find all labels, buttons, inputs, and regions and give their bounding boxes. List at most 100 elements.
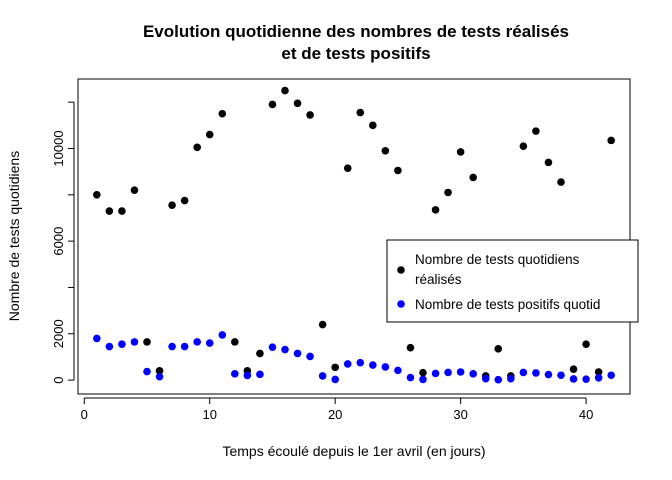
point-tests-positifs bbox=[557, 371, 565, 380]
point-tests-realises bbox=[557, 178, 565, 186]
point-tests-positifs bbox=[231, 370, 239, 378]
point-tests-realises bbox=[155, 367, 164, 375]
point-tests-realises bbox=[381, 147, 390, 155]
point-tests-realises bbox=[331, 363, 339, 372]
x-tick-label: 0 bbox=[81, 407, 88, 422]
point-tests-realises bbox=[394, 166, 402, 175]
point-tests-realises bbox=[419, 368, 427, 377]
point-tests-positifs bbox=[218, 331, 227, 339]
legend-label: Nombre de tests quotidiens bbox=[415, 252, 580, 267]
point-tests-positifs bbox=[381, 363, 390, 371]
point-tests-realises bbox=[406, 343, 415, 352]
y-tick-label: 10000 bbox=[51, 130, 66, 166]
x-tick-label: 40 bbox=[579, 407, 593, 422]
point-tests-realises bbox=[218, 109, 227, 118]
point-tests-realises bbox=[594, 368, 603, 376]
point-tests-positifs bbox=[444, 368, 452, 377]
point-tests-realises bbox=[469, 173, 477, 182]
point-tests-positifs bbox=[607, 371, 615, 380]
point-tests-positifs bbox=[569, 375, 578, 383]
point-tests-positifs bbox=[205, 339, 214, 347]
point-tests-positifs bbox=[494, 375, 503, 384]
point-tests-realises bbox=[205, 130, 214, 139]
point-tests-realises bbox=[93, 191, 101, 199]
point-tests-realises bbox=[369, 121, 377, 130]
point-tests-realises bbox=[431, 206, 440, 214]
point-tests-positifs bbox=[143, 367, 151, 376]
point-tests-positifs bbox=[544, 370, 553, 379]
point-tests-positifs bbox=[93, 334, 101, 343]
point-tests-realises bbox=[130, 186, 139, 194]
x-axis-label: Temps écoulé depuis le 1er avril (en jou… bbox=[222, 443, 485, 459]
point-tests-positifs bbox=[343, 360, 352, 368]
point-tests-positifs bbox=[469, 370, 477, 378]
point-tests-realises bbox=[456, 148, 465, 156]
point-tests-positifs bbox=[130, 338, 139, 346]
point-tests-realises bbox=[544, 158, 553, 167]
point-tests-positifs bbox=[331, 375, 339, 384]
plot-frame bbox=[77, 78, 631, 395]
point-tests-positifs bbox=[318, 372, 327, 380]
point-tests-realises bbox=[582, 340, 590, 349]
point-tests-positifs bbox=[155, 372, 164, 381]
point-tests-realises bbox=[494, 345, 503, 353]
x-tick-label: 30 bbox=[453, 407, 467, 422]
point-tests-realises bbox=[306, 111, 314, 119]
point-tests-positifs bbox=[281, 345, 289, 354]
point-tests-positifs bbox=[180, 342, 189, 351]
x-tick-label: 10 bbox=[202, 407, 216, 422]
chart-title-line-1: Evolution quotidienne des nombres de tes… bbox=[143, 22, 569, 41]
y-tick-label: 0 bbox=[51, 376, 66, 383]
point-tests-realises bbox=[532, 127, 540, 135]
point-tests-realises bbox=[343, 164, 352, 172]
legend-marker bbox=[397, 300, 405, 308]
legend-label: Nombre de tests positifs quotid bbox=[415, 297, 600, 312]
legend-box bbox=[386, 239, 639, 323]
point-tests-realises bbox=[318, 320, 327, 329]
y-axis: 0 2000 6000 10000 bbox=[51, 101, 75, 384]
point-tests-positifs bbox=[456, 368, 465, 376]
y-tick-label: 6000 bbox=[51, 227, 66, 256]
point-tests-realises bbox=[168, 201, 176, 210]
point-tests-realises bbox=[143, 338, 151, 346]
point-tests-positifs bbox=[519, 368, 528, 377]
point-tests-realises bbox=[105, 207, 114, 215]
point-tests-positifs bbox=[594, 373, 603, 382]
point-tests-realises bbox=[519, 142, 528, 150]
point-tests-realises bbox=[256, 349, 264, 358]
point-tests-positifs bbox=[481, 374, 490, 383]
point-tests-positifs bbox=[356, 358, 365, 367]
point-tests-positifs bbox=[306, 352, 314, 361]
point-tests-realises bbox=[193, 143, 201, 152]
point-tests-positifs bbox=[168, 342, 176, 351]
y-tick-label: 2000 bbox=[51, 319, 66, 348]
point-tests-realises bbox=[281, 86, 289, 95]
point-tests-realises bbox=[444, 188, 452, 197]
point-tests-realises bbox=[268, 100, 277, 109]
point-tests-realises bbox=[569, 365, 578, 374]
point-tests-realises bbox=[293, 99, 302, 108]
point-tests-positifs bbox=[268, 343, 277, 352]
point-tests-positifs bbox=[105, 342, 114, 351]
chart-title-line-2: et de tests positifs bbox=[281, 44, 430, 63]
point-tests-positifs bbox=[118, 340, 126, 349]
y-axis-label: Nombre de tests quotidiens bbox=[6, 151, 22, 321]
point-tests-positifs bbox=[431, 369, 440, 378]
legend: Nombre de tests quotidiens réalisés Nombre… bbox=[386, 239, 639, 323]
point-tests-positifs bbox=[532, 369, 540, 377]
x-axis: 0 10 20 30 40 bbox=[81, 397, 593, 422]
point-tests-positifs bbox=[369, 361, 377, 369]
point-tests-positifs bbox=[406, 373, 415, 382]
point-tests-positifs bbox=[419, 375, 427, 384]
data-points bbox=[93, 86, 615, 384]
point-tests-realises bbox=[231, 338, 239, 346]
point-tests-realises bbox=[356, 108, 365, 117]
point-tests-positifs bbox=[582, 375, 590, 383]
point-tests-positifs bbox=[394, 366, 402, 375]
point-tests-positifs bbox=[256, 370, 264, 379]
legend-label: réalisés bbox=[415, 272, 462, 287]
point-tests-positifs bbox=[293, 349, 302, 358]
legend-marker bbox=[397, 266, 405, 274]
point-tests-realises bbox=[118, 207, 126, 215]
